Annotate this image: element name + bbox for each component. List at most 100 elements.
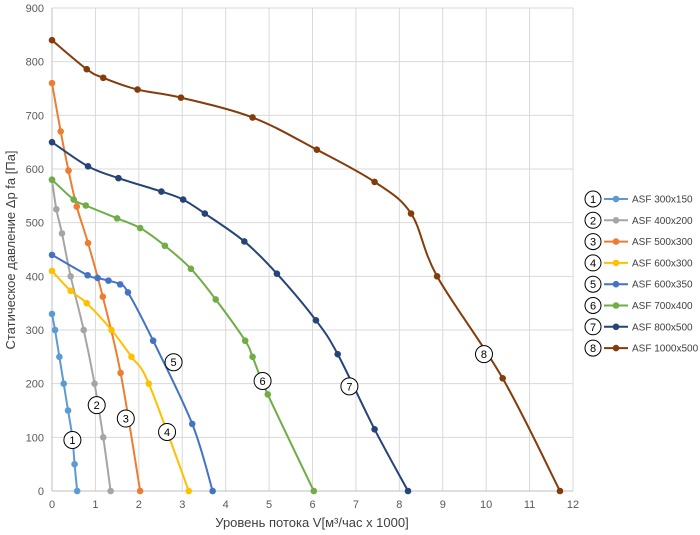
data-point <box>188 420 196 428</box>
data-point <box>108 326 115 334</box>
x-axis-title: Уровень потока V[м³/час х 1000] <box>215 515 408 530</box>
data-point <box>83 65 91 73</box>
legend-number: 1 <box>590 194 596 206</box>
data-point <box>80 326 87 334</box>
data-point <box>128 353 135 361</box>
y-axis-title: Статическое давление Δр fa [Па] <box>3 150 18 349</box>
x-tick-label: 1 <box>92 499 98 511</box>
legend-number-circle <box>584 233 602 251</box>
legend-number: 4 <box>590 258 596 270</box>
data-point <box>158 188 165 195</box>
data-point <box>273 270 281 277</box>
legend-marker <box>612 195 620 203</box>
x-tick-label: 9 <box>440 499 446 511</box>
data-point <box>249 114 256 121</box>
legend-marker <box>612 344 620 352</box>
legend-marker <box>612 280 620 288</box>
curve-label-number-4: 4 <box>164 427 170 439</box>
legend-number: 5 <box>590 279 596 291</box>
curve-label-number-7: 7 <box>346 381 352 393</box>
legend-marker <box>612 238 620 245</box>
data-point <box>145 380 153 387</box>
data-point <box>249 353 256 361</box>
data-point <box>107 487 114 495</box>
curve-label-circle-4 <box>158 422 177 441</box>
legend-number-circle <box>584 297 602 314</box>
legend-entry-label: ASF 800x500 <box>632 322 693 333</box>
data-point <box>53 205 60 213</box>
data-point <box>60 380 68 387</box>
data-point <box>187 265 195 273</box>
x-tick-label: 5 <box>266 499 272 511</box>
data-point <box>105 277 112 284</box>
data-point <box>116 281 124 288</box>
data-point <box>91 380 98 387</box>
data-point <box>313 146 321 153</box>
data-point <box>48 176 56 184</box>
data-point <box>117 369 124 377</box>
data-point <box>84 239 92 247</box>
data-point <box>56 353 63 361</box>
x-tick-label: 3 <box>179 499 185 511</box>
data-point <box>136 224 144 232</box>
legend-marker <box>612 259 620 267</box>
y-tick-label: 500 <box>26 218 44 230</box>
legend-entry-label: ASF 500x300 <box>632 237 693 248</box>
data-point <box>64 407 72 414</box>
data-point <box>73 487 81 495</box>
series-line-6 <box>51 178 315 492</box>
data-point <box>179 196 187 203</box>
data-point <box>73 203 81 210</box>
x-tick-labels: 0 1 2 3 4 5 6 7 8 9 10 11 12 <box>49 499 579 511</box>
curve-label-circle-3 <box>116 409 135 428</box>
y-tick-label: 600 <box>26 164 44 176</box>
data-point <box>48 79 56 87</box>
curve-label-circle-5 <box>164 353 183 372</box>
legend-number: 8 <box>590 343 596 355</box>
data-point <box>58 230 66 237</box>
legend-number-circle <box>584 339 602 357</box>
curve-label-circle-2 <box>87 396 106 415</box>
data-point <box>99 293 107 301</box>
data-point <box>84 163 92 170</box>
x-tick-label: 7 <box>353 499 359 511</box>
data-point <box>48 36 56 44</box>
y-tick-label: 300 <box>26 325 44 337</box>
data-point <box>499 375 506 382</box>
data-point <box>48 251 56 259</box>
series-line-5 <box>51 254 214 492</box>
curve-label-number-6: 6 <box>260 376 266 388</box>
data-point <box>185 487 193 495</box>
x-tick-label: 10 <box>480 499 492 511</box>
series-group <box>48 36 564 495</box>
data-point <box>371 178 378 186</box>
data-point <box>310 487 318 495</box>
data-point <box>556 487 564 495</box>
x-tick-label: 2 <box>136 499 142 511</box>
data-point <box>57 128 64 135</box>
data-point <box>241 238 248 245</box>
data-point <box>83 299 91 307</box>
data-point <box>48 138 56 146</box>
data-point <box>113 215 121 222</box>
data-point <box>65 167 72 174</box>
series-line-2 <box>51 179 112 492</box>
legend-entry-label: ASF 1000x500 <box>632 344 699 355</box>
legend-marker <box>612 323 620 331</box>
data-point <box>67 287 74 295</box>
curve-label-circle-8 <box>474 345 493 364</box>
y-tick-label: 900 <box>26 3 44 15</box>
data-point <box>177 94 185 101</box>
y-tick-label: 800 <box>26 57 44 69</box>
legend-marker <box>612 217 620 224</box>
data-point <box>241 337 249 345</box>
data-point <box>51 326 59 334</box>
x-tick-label: 11 <box>524 499 535 511</box>
legend-number-circle <box>584 211 602 229</box>
legend-number-circle <box>584 190 602 208</box>
data-point <box>371 425 378 433</box>
data-point <box>212 296 219 303</box>
legend-number: 3 <box>590 237 596 249</box>
data-point <box>82 202 90 209</box>
